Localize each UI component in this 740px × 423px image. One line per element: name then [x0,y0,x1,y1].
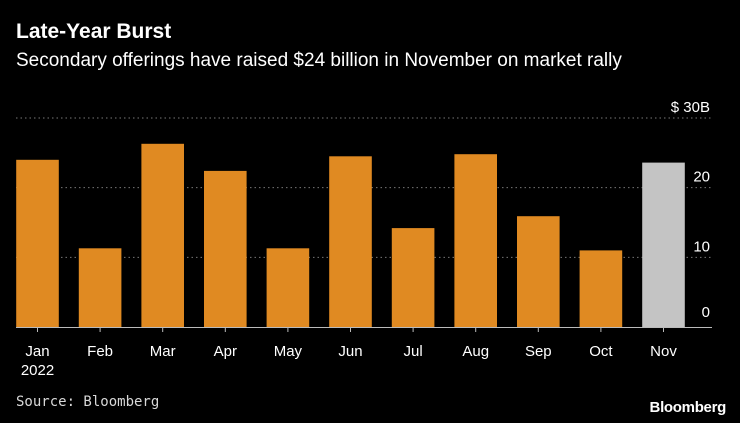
y-tick-label-10: 10 [693,238,710,255]
x-tick-label-sep: Sep [525,343,552,360]
x-tick-label-may: May [274,343,303,360]
source-note: Source: Bloomberg [16,394,160,410]
x-tick-label-oct: Oct [589,343,613,360]
x-tick-label-feb: Feb [87,343,113,360]
bloomberg-logo: Bloomberg [649,399,727,416]
x-tick-label-jun: Jun [338,343,362,360]
bar-jan [16,159,59,327]
x-axis-ticks: Jan 2022 Feb Mar Apr May Jun Jul Aug Sep Oct Nov [21,343,678,379]
bar-oct [579,250,623,327]
bars [16,143,685,327]
x-tick-label-nov: Nov [650,343,677,360]
bar-jul [391,228,435,327]
chart-subtitle: Secondary offerings have raised $24 bill… [16,50,622,71]
y-axis-ticks: 0 10 20 $ 30B [671,99,710,321]
y-tick-label-20: 20 [693,169,710,186]
x-tick-label-jan: Jan [25,343,49,360]
x-tick-label-aug: Aug [462,343,489,360]
bar-apr [204,170,247,327]
bar-feb [78,248,122,327]
x-tick-sublabel-jan: 2022 [21,362,54,379]
bar-sep [517,216,560,327]
bar-jun [329,156,372,327]
bar-mar [141,143,184,327]
x-axis [16,327,712,332]
chart-title: Late-Year Burst [16,20,172,43]
y-tick-label-0: 0 [702,304,710,321]
x-tick-label-jul: Jul [404,343,423,360]
x-tick-label-mar: Mar [150,343,176,360]
y-tick-label-30: $ 30B [671,99,710,116]
x-tick-label-apr: Apr [214,343,237,360]
bar-may [266,248,310,327]
bar-nov [642,162,685,327]
bar-aug [454,154,497,327]
